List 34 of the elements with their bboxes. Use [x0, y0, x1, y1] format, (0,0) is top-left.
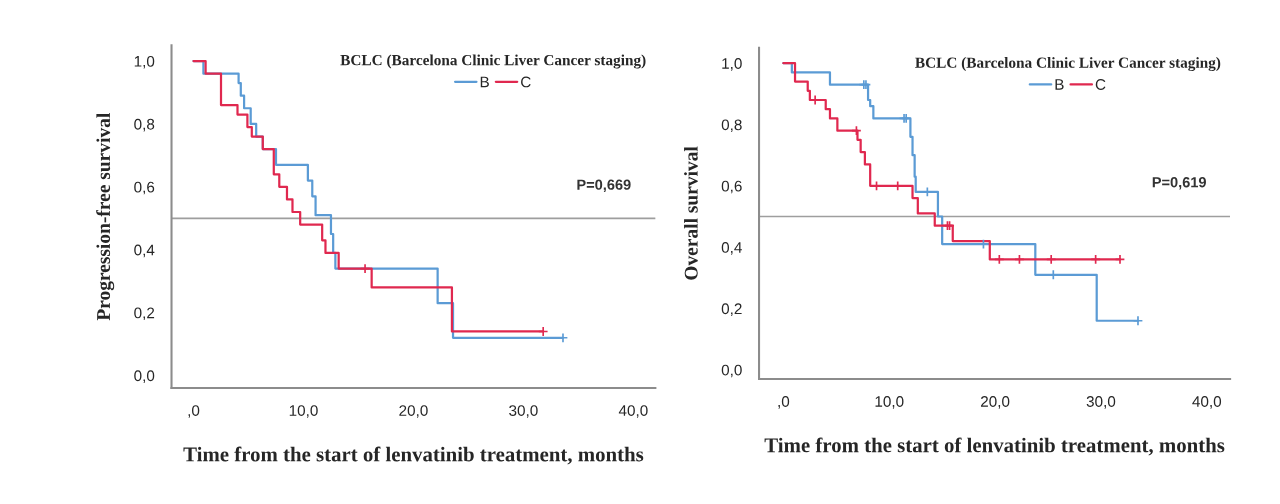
y-tick-label: 0,0 [134, 370, 155, 383]
y-tick-label: 1,0 [134, 55, 155, 69]
x-tick-label: 10,0 [875, 396, 904, 409]
x-axis-title: Time from the start of lenvatinib treatment, months [764, 437, 1225, 456]
x-tick-label: 10,0 [289, 405, 318, 418]
x-tick-label: 40,0 [618, 405, 648, 418]
y-tick-label: 0,4 [721, 242, 742, 255]
legend-label: B [1055, 79, 1064, 90]
y-axis-title: Overall survival [684, 146, 698, 280]
x-axis-title: Time from the start of lenvatinib treatment, months [183, 446, 644, 465]
legend-label: C [1095, 79, 1106, 90]
y-tick-label: 1,0 [722, 58, 742, 71]
x-tick-label: ,0 [188, 405, 200, 418]
annotation: P=0,669 [577, 179, 631, 192]
x-tick-label: ,0 [778, 396, 790, 409]
y-tick-label: 0,6 [721, 180, 742, 194]
y-tick-label: 0,0 [721, 364, 742, 378]
y-tick-label: 0,2 [721, 303, 742, 316]
x-tick-label: 30,0 [1086, 396, 1116, 409]
x-tick-label: 20,0 [399, 405, 428, 418]
y-tick-label: 0,4 [134, 244, 155, 258]
y-tick-label: 0,2 [134, 307, 155, 321]
annotation: P=0,619 [1152, 177, 1206, 190]
y-axis-title: Progression-free survival [96, 113, 115, 321]
legend-title: BCLC (Barcelona Clinic Liver Cancer staging) [915, 57, 1221, 72]
y-tick-label: 0,8 [134, 118, 155, 132]
legend-title: BCLC (Barcelona Clinic Liver Cancer staging) [340, 54, 646, 69]
x-tick-label: 30,0 [509, 405, 538, 418]
legend-label: B [480, 76, 489, 88]
x-tick-label: 20,0 [980, 396, 1010, 409]
legend-label: C [521, 76, 531, 88]
y-tick-label: 0,6 [134, 181, 155, 195]
y-tick-label: 0,8 [721, 119, 742, 133]
x-tick-label: 40,0 [1192, 396, 1222, 409]
